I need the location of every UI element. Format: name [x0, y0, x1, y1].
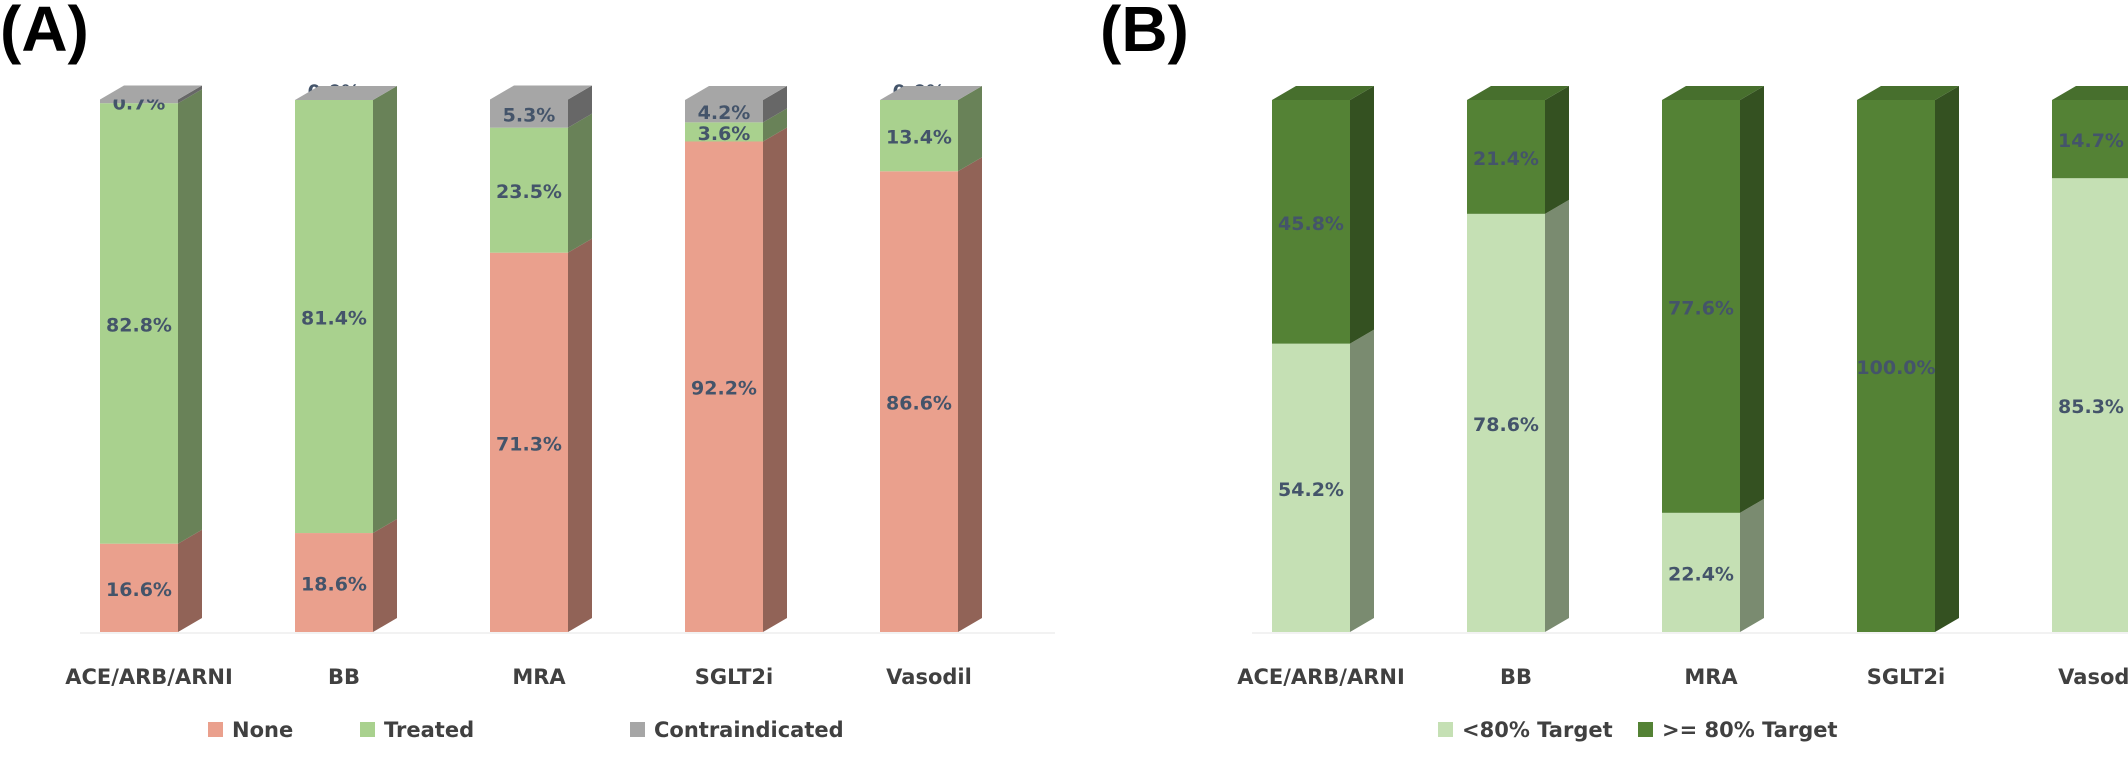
a-bar-mra-top: [490, 85, 592, 100]
b-bar-mra-top: [1662, 86, 1764, 100]
a-bar-sglt2i-none-side: [763, 127, 787, 632]
a-data-label-sglt2i-treated: 3.6%: [698, 123, 751, 145]
b-data-label-sglt2i-80-target: 100.0%: [1856, 357, 1935, 379]
b-data-label-ace-arb-arni-80-target: 45.8%: [1278, 213, 1344, 235]
a-data-label-vasodil-treated: 13.4%: [886, 127, 952, 149]
b-bar-mra-80-target-side: [1740, 86, 1764, 513]
b-bar-sglt2i-80-target-side: [1935, 86, 1959, 632]
a-legend-swatch-contraindicated: [630, 722, 645, 737]
b-category-label-sglt2i: SGLT2i: [1867, 665, 1945, 689]
a-data-label-bb-treated: 81.4%: [301, 308, 367, 330]
b-legend-swatch-80-target: [1438, 722, 1453, 737]
a-bar-mra-none: [490, 252, 568, 632]
b-category-label-ace-arb-arni: ACE/ARB/ARNI: [1237, 665, 1405, 689]
a-bar-vasodil-none: [880, 171, 958, 632]
a-bar-bb-treated-side: [373, 86, 397, 534]
panel-a-label: (A): [0, 0, 89, 65]
b-data-label-bb-80-target: 78.6%: [1473, 414, 1539, 436]
b-bar-mra-80-target-side: [1740, 498, 1764, 632]
b-bar-mra-80-target: [1662, 100, 1740, 513]
a-bar-sglt2i-treated-side: [763, 108, 787, 142]
b-data-label-mra-80-target: 22.4%: [1668, 563, 1734, 585]
b-bar-bb-80-target: [1467, 213, 1545, 632]
a-legend-swatch-treated: [360, 722, 375, 737]
a-bar-sglt2i-contraindicated: [685, 100, 763, 123]
a-bar-sglt2i-none: [685, 141, 763, 632]
a-data-label-vasodil-none: 86.6%: [886, 393, 952, 415]
a-category-label-sglt2i: SGLT2i: [695, 665, 773, 689]
b-data-label-ace-arb-arni-80-target: 54.2%: [1278, 479, 1344, 501]
b-legend-swatch-80-target: [1638, 722, 1653, 737]
a-legend-swatch-none: [208, 722, 223, 737]
a-bar-bb-none: [295, 533, 373, 632]
a-bar-vasodil-none-side: [958, 157, 982, 632]
b-bar-ace-arb-arni-80-target: [1272, 343, 1350, 632]
a-data-label-mra-treated: 23.5%: [496, 181, 562, 203]
panel-b-label: (B): [1100, 0, 1189, 65]
a-bar-sglt2i-contraindicated-side: [763, 86, 787, 123]
a-bar-bb-treated: [295, 100, 373, 534]
b-bar-bb-top: [1467, 86, 1569, 100]
b-bar-bb-80-target: [1467, 100, 1545, 214]
a-category-label-vasodil: Vasodil: [886, 665, 972, 689]
b-bar-ace-arb-arni-top: [1272, 86, 1374, 100]
a-category-label-ace-arb-arni: ACE/ARB/ARNI: [65, 665, 233, 689]
a-bar-ace-arb-arni-contraindicated-side: [178, 85, 202, 104]
b-bar-vasodil-80-target: [2052, 100, 2128, 179]
a-bar-mra-treated-side: [568, 113, 592, 253]
b-data-label-bb-80-target: 21.4%: [1473, 148, 1539, 170]
a-bar-vasodil-treated: [880, 100, 958, 172]
a-bar-mra-none-side: [568, 238, 592, 632]
a-bar-ace-arb-arni-top: [100, 85, 202, 100]
b-legend-label-80-target: <80% Target: [1462, 718, 1613, 742]
a-bar-ace-arb-arni-contraindicated: [100, 99, 178, 104]
b-data-label-vasodil-80-target: 14.7%: [2058, 130, 2124, 152]
a-data-label-sglt2i-none: 92.2%: [691, 378, 757, 400]
b-category-label-mra: MRA: [1684, 665, 1738, 689]
a-bar-mra-treated: [490, 127, 568, 253]
a-category-label-mra: MRA: [512, 665, 566, 689]
a-data-label-ace-arb-arni-treated: 82.8%: [106, 314, 172, 336]
a-legend-label-treated: Treated: [384, 718, 474, 742]
a-bar-bb-none-side: [373, 519, 397, 632]
a-bar-sglt2i-top: [685, 86, 787, 100]
b-data-label-mra-80-target: 77.6%: [1668, 297, 1734, 319]
a-data-label-mra-none: 71.3%: [496, 433, 562, 455]
a-bar-ace-arb-arni-none: [100, 543, 178, 632]
a-bar-ace-arb-arni-treated: [100, 103, 178, 544]
b-bar-vasodil-top: [2052, 86, 2128, 100]
a-legend-label-none: None: [232, 718, 293, 742]
a-bar-vasodil-treated-side: [958, 86, 982, 172]
a-data-label-sglt2i-contraindicated: 4.2%: [698, 102, 751, 124]
b-data-label-vasodil-80-target: 85.3%: [2058, 396, 2124, 418]
a-data-label-mra-contraindicated: 5.3%: [503, 105, 556, 127]
a-legend-label-contraindicated: Contraindicated: [654, 718, 844, 742]
b-bar-sglt2i-80-target: [1857, 100, 1935, 632]
b-category-label-vasodil: Vasodil: [2058, 665, 2128, 689]
a-data-label-ace-arb-arni-none: 16.6%: [106, 579, 172, 601]
a-bar-bb-top: [295, 86, 397, 100]
a-bar-sglt2i-treated: [685, 122, 763, 142]
a-data-label-bb-none: 18.6%: [301, 574, 367, 596]
b-bar-vasodil-80-target: [2052, 178, 2128, 633]
a-bar-mra-contraindicated-side: [568, 85, 592, 128]
b-bar-ace-arb-arni-80-target-side: [1350, 329, 1374, 632]
a-bar-vasodil-top: [880, 86, 982, 100]
b-bar-ace-arb-arni-80-target-side: [1350, 86, 1374, 344]
a-bar-mra-contraindicated: [490, 99, 568, 128]
a-category-label-bb: BB: [328, 665, 360, 689]
b-bar-ace-arb-arni-80-target: [1272, 100, 1350, 344]
b-bar-mra-80-target: [1662, 512, 1740, 632]
b-category-label-bb: BB: [1500, 665, 1532, 689]
b-bar-sglt2i-top: [1857, 86, 1959, 100]
a-bar-ace-arb-arni-treated-side: [178, 89, 202, 544]
b-bar-bb-80-target-side: [1545, 86, 1569, 214]
b-bar-bb-80-target-side: [1545, 199, 1569, 632]
a-bar-ace-arb-arni-none-side: [178, 529, 202, 632]
b-legend-label-80-target: >= 80% Target: [1662, 718, 1838, 742]
